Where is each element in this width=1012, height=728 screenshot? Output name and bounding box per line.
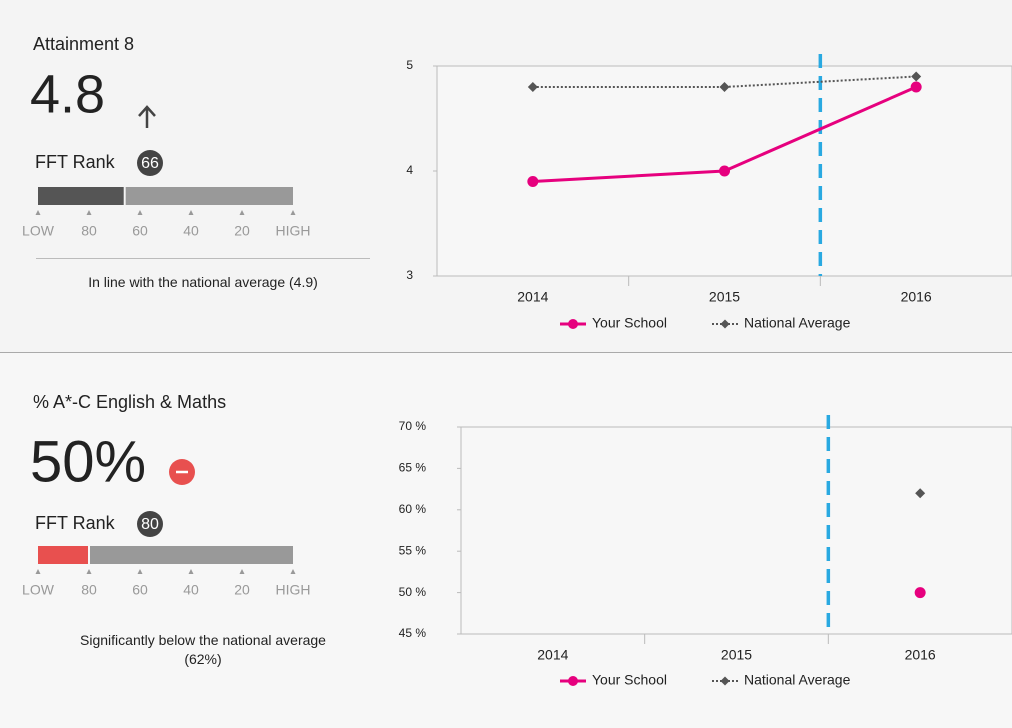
metric-value: 50% bbox=[30, 429, 146, 494]
point bbox=[914, 587, 926, 599]
scale-tick bbox=[35, 569, 41, 574]
legend-marker bbox=[720, 319, 730, 329]
rank-bar-rest bbox=[90, 546, 293, 564]
legend-label: National Average bbox=[744, 672, 851, 688]
legend-label: National Average bbox=[744, 315, 851, 331]
scale-label: 80 bbox=[81, 582, 97, 598]
legend-marker bbox=[568, 676, 578, 686]
point bbox=[915, 488, 926, 499]
plot-area bbox=[460, 426, 1012, 635]
legend-label: Your School bbox=[592, 315, 667, 331]
y-tick-label: 65 % bbox=[399, 461, 427, 475]
point bbox=[719, 82, 730, 92]
rank-value: 80 bbox=[141, 516, 159, 533]
y-tick-label: 55 % bbox=[399, 543, 427, 557]
y-tick-label: 70 % bbox=[399, 419, 427, 433]
scale-tick bbox=[137, 210, 143, 215]
scale-label: 60 bbox=[132, 223, 148, 239]
scale-label: LOW bbox=[22, 223, 55, 239]
x-tick-label: 2015 bbox=[721, 647, 752, 663]
y-tick-label: 45 % bbox=[399, 626, 427, 640]
rank-bar bbox=[38, 546, 88, 564]
scale-label: 40 bbox=[183, 582, 199, 598]
scale-tick bbox=[290, 210, 296, 215]
rank-badge bbox=[137, 150, 163, 176]
rank-label: FFT Rank bbox=[35, 152, 116, 172]
rank-value: 66 bbox=[141, 155, 159, 172]
scale-tick bbox=[290, 569, 296, 574]
rank-bar-rest bbox=[125, 187, 293, 205]
up-arrow-icon bbox=[138, 105, 156, 128]
panel-title: Attainment 8 bbox=[33, 34, 134, 54]
rank-bar bbox=[38, 187, 124, 205]
scale-label: LOW bbox=[22, 582, 55, 598]
y-tick-label: 50 % bbox=[399, 585, 427, 599]
y-tick-label: 5 bbox=[406, 58, 413, 72]
point bbox=[911, 71, 922, 82]
x-tick-label: 2015 bbox=[709, 289, 740, 305]
legend-marker bbox=[568, 319, 578, 329]
rank-badge bbox=[137, 511, 163, 537]
note: In line with the national average (4.9) bbox=[88, 274, 318, 290]
point bbox=[910, 81, 922, 93]
scale-label: 60 bbox=[132, 582, 148, 598]
metric-value: 4.8 bbox=[30, 64, 105, 124]
scale-label: HIGH bbox=[276, 223, 311, 239]
point bbox=[719, 165, 730, 177]
y-tick-label: 3 bbox=[406, 268, 413, 282]
legend-label: Your School bbox=[592, 672, 667, 688]
x-tick-label: 2016 bbox=[905, 647, 936, 663]
y-tick-label: 60 % bbox=[399, 502, 427, 516]
x-tick-label: 2016 bbox=[901, 289, 932, 305]
point bbox=[527, 176, 539, 187]
scale-tick bbox=[188, 210, 194, 215]
scale-label: 40 bbox=[183, 223, 199, 239]
scale-tick bbox=[86, 569, 92, 574]
scale-tick bbox=[188, 569, 194, 574]
scale-tick bbox=[239, 569, 245, 574]
scale-label: 20 bbox=[234, 582, 250, 598]
scale-label: 80 bbox=[81, 223, 97, 239]
legend-marker bbox=[720, 676, 730, 686]
scale-label: HIGH bbox=[276, 582, 311, 598]
panel-title: % A*-C English & Maths bbox=[33, 392, 226, 412]
scale-tick bbox=[35, 210, 41, 215]
x-tick-label: 2014 bbox=[537, 647, 568, 663]
rank-label: FFT Rank bbox=[35, 513, 116, 533]
scale-tick bbox=[86, 210, 92, 215]
scale-label: 20 bbox=[234, 223, 250, 239]
scale-tick bbox=[137, 569, 143, 574]
x-tick-label: 2014 bbox=[517, 289, 548, 305]
point bbox=[527, 82, 538, 92]
scale-tick bbox=[239, 210, 245, 215]
y-tick-label: 4 bbox=[406, 163, 413, 177]
note: Significantly below the national average… bbox=[80, 632, 326, 667]
